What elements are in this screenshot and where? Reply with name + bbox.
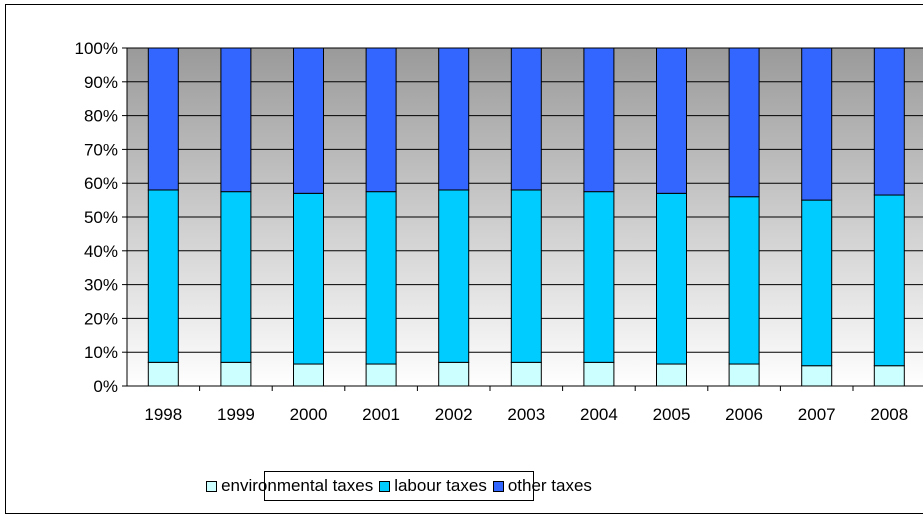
bar-segment-labour-taxes-1999: [220, 191, 252, 363]
bar-segment-environmental-taxes-2002: [438, 361, 470, 387]
bar-segment-labour-taxes-1998: [147, 189, 179, 363]
x-tick-label-2002: 2002: [435, 405, 473, 424]
bar-segment-labour-taxes-2005: [656, 192, 687, 365]
bar-segment-other-taxes-2005: [656, 47, 687, 194]
x-tick-label-2001: 2001: [362, 405, 400, 424]
bar-segment-other-taxes-2001: [365, 47, 397, 193]
bar-segment-other-taxes-2002: [438, 47, 470, 191]
bar-segment-labour-taxes-2008: [873, 194, 905, 367]
bar-segment-other-taxes-2004: [583, 47, 615, 193]
y-tick-label: 60%: [84, 174, 118, 193]
bar-segment-environmental-taxes-2007: [801, 365, 833, 387]
bar-segment-other-taxes-2003: [510, 47, 542, 191]
y-tick-label: 30%: [84, 276, 118, 295]
bar-segment-other-taxes-2000: [293, 47, 324, 194]
bar-segment-environmental-taxes-1999: [220, 361, 252, 387]
x-tick-label-1998: 1998: [144, 405, 182, 424]
legend: environmental taxes labour taxes other t…: [206, 471, 592, 501]
y-tick-label: 50%: [84, 208, 118, 227]
bar-segment-labour-taxes-2006: [728, 196, 760, 365]
bar-segment-environmental-taxes-2001: [365, 363, 397, 387]
x-tick-label-2007: 2007: [798, 405, 836, 424]
bar-segment-other-taxes-2008: [873, 47, 905, 196]
chart-frame: 0% 10% 20% 30% 40% 50% 60% 70% 80% 90% 100% 1998 19…: [5, 4, 923, 514]
legend-entry-labour-taxes: labour taxes: [379, 476, 487, 496]
x-tick-label-2000: 2000: [290, 405, 328, 424]
stacked-bar-chart: 0%10%20%30%40%50%60%70%80%90%100% 1998 19…: [75, 39, 923, 424]
bar-segment-environmental-taxes-2004: [583, 361, 615, 387]
y-tick-label: 100%: [75, 39, 118, 58]
legend-swatch-other-taxes: [492, 480, 504, 492]
bars: [147, 47, 905, 387]
bar-segment-environmental-taxes-2003: [510, 361, 542, 387]
x-tick-label-2006: 2006: [725, 405, 763, 424]
bar-segment-environmental-taxes-1998: [147, 361, 179, 387]
bar-segment-environmental-taxes-2000: [293, 363, 324, 387]
legend-swatch-labour-taxes: [379, 480, 391, 492]
bar-segment-other-taxes-1999: [220, 47, 252, 193]
x-tick-label-2008: 2008: [870, 405, 908, 424]
legend-label-environmental-taxes: environmental taxes: [221, 476, 374, 495]
bar-segment-labour-taxes-2003: [510, 189, 542, 363]
y-tick-label: 90%: [84, 73, 118, 92]
bar-segment-other-taxes-1998: [147, 47, 179, 191]
bar-segment-environmental-taxes-2005: [656, 363, 687, 387]
x-tick-label-2003: 2003: [507, 405, 545, 424]
x-tick-label-2004: 2004: [580, 405, 618, 424]
bar-segment-labour-taxes-2000: [293, 192, 324, 365]
legend-entry-environmental-taxes: environmental taxes: [206, 476, 373, 496]
legend-label-labour-taxes: labour taxes: [394, 476, 487, 495]
legend-label-other-taxes: other taxes: [507, 476, 592, 495]
y-tick-label: 70%: [84, 140, 118, 159]
x-axis: 1998 1999 2000 2001 2002 2003 2004 2005 2006 2007…: [127, 385, 923, 424]
y-tick-label: 80%: [84, 107, 118, 126]
y-tick-label: 20%: [84, 309, 118, 328]
legend-entry-other-taxes: other taxes: [492, 476, 592, 496]
bar-segment-labour-taxes-2002: [438, 189, 470, 363]
y-tick-label: 10%: [84, 343, 118, 362]
bar-segment-labour-taxes-2007: [801, 199, 833, 367]
y-tick-label: 0%: [93, 377, 118, 396]
bar-segment-other-taxes-2006: [728, 47, 760, 198]
bar-segment-labour-taxes-2001: [365, 191, 397, 365]
legend-swatch-environmental-taxes: [206, 480, 218, 492]
bar-segment-labour-taxes-2004: [583, 191, 615, 363]
y-tick-label: 40%: [84, 242, 118, 261]
bar-segment-environmental-taxes-2008: [873, 365, 905, 387]
bar-segment-other-taxes-2007: [801, 47, 833, 201]
y-axis: 0% 10% 20% 30% 40% 50% 60% 70% 80% 90% 100%: [75, 39, 128, 396]
bar-segment-environmental-taxes-2006: [728, 363, 760, 387]
x-tick-label-2005: 2005: [653, 405, 691, 424]
x-tick-label-1999: 1999: [217, 405, 255, 424]
